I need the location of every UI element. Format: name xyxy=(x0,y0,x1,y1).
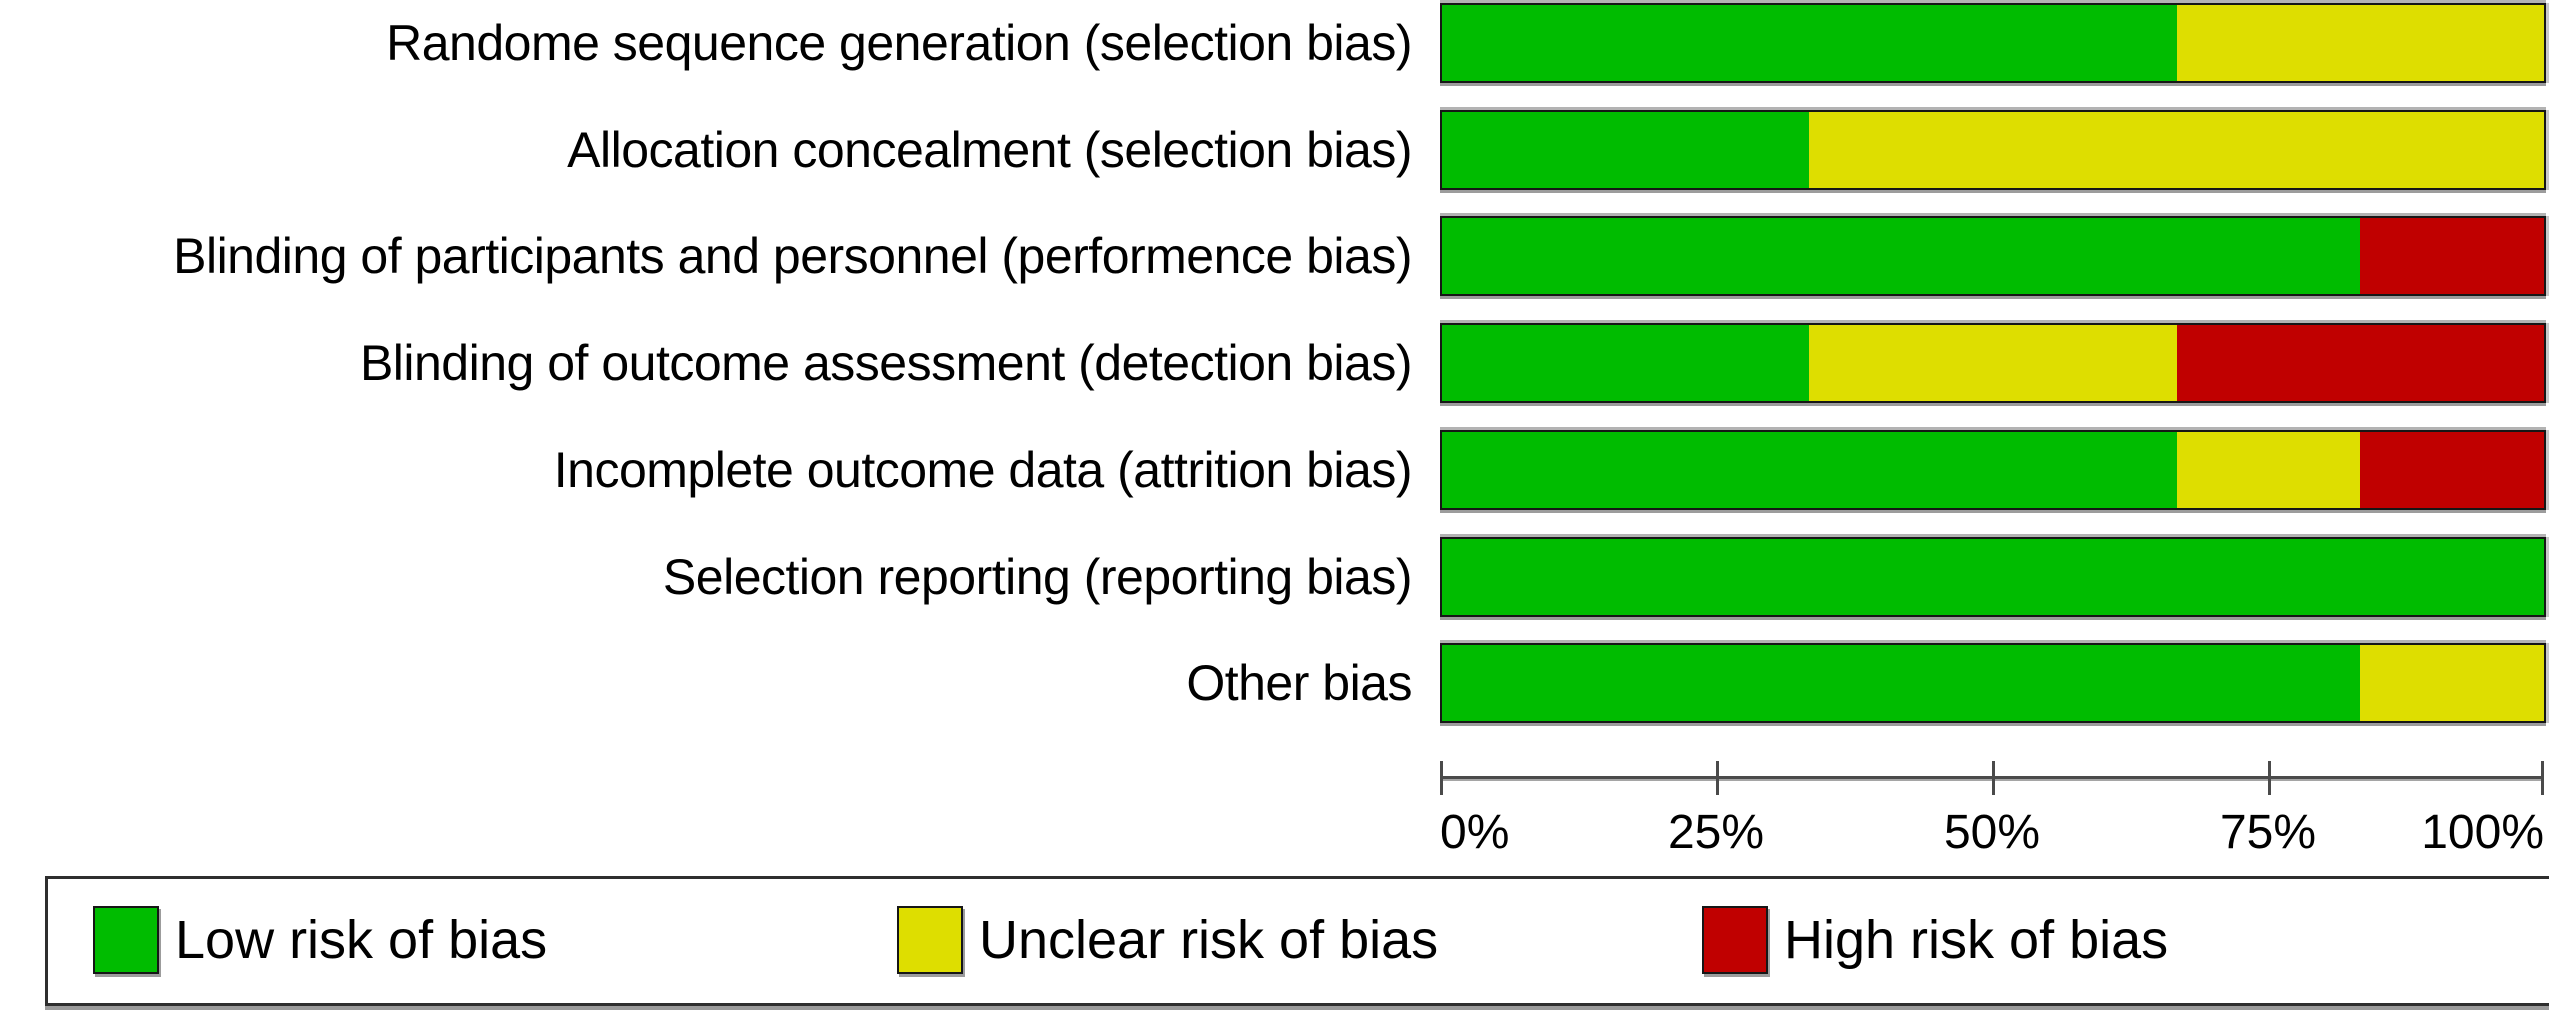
stacked-bar xyxy=(1440,216,2546,296)
category-label: Blinding of outcome assessment (detectio… xyxy=(359,335,1413,391)
category-label: Selection reporting (reporting bias) xyxy=(662,549,1413,605)
bar-segment xyxy=(2360,218,2544,294)
legend-label: Unclear risk of bias xyxy=(979,910,1439,970)
legend-label: High risk of bias xyxy=(1784,910,2169,970)
legend-item: Unclear risk of bias xyxy=(897,905,1438,975)
chart-row: Other bias xyxy=(0,643,2549,723)
x-axis-tick xyxy=(1440,761,1443,795)
bar-segment xyxy=(2176,432,2361,508)
bar-segment xyxy=(2176,325,2544,401)
stacked-bar xyxy=(1440,430,2546,510)
bar-segment xyxy=(1442,539,2544,615)
bar-segment xyxy=(1809,112,2544,188)
legend-swatch xyxy=(1702,906,1768,974)
chart-row: Blinding of participants and personnel (… xyxy=(0,216,2549,296)
chart-row: Randome sequence generation (selection b… xyxy=(0,3,2549,83)
stacked-bar xyxy=(1440,110,2546,190)
category-label: Blinding of participants and personnel (… xyxy=(173,228,1412,284)
bar-segment xyxy=(1442,5,2177,81)
x-axis-tick-label: 100% xyxy=(2421,806,2544,859)
bar-segment xyxy=(1442,112,1810,188)
x-axis-tick xyxy=(1716,761,1719,795)
x-axis-tick xyxy=(2268,761,2271,795)
stacked-bar xyxy=(1440,537,2546,617)
category-label: Allocation concealment (selection bias) xyxy=(567,122,1412,178)
stacked-bar xyxy=(1440,323,2546,403)
bar-segment xyxy=(2176,5,2544,81)
stacked-bar xyxy=(1440,3,2546,83)
bar-segment xyxy=(1442,432,2177,508)
chart-row: Blinding of outcome assessment (detectio… xyxy=(0,323,2549,403)
bar-segment xyxy=(2360,645,2544,721)
legend-label: Low risk of bias xyxy=(175,910,548,970)
bar-segment xyxy=(1809,325,2177,401)
legend-swatch xyxy=(897,906,963,974)
bar-segment xyxy=(1442,218,2361,294)
bar-segment xyxy=(1442,325,1810,401)
bar-segment xyxy=(1442,645,2361,721)
x-axis: 0% 25% 50% 75% 100% xyxy=(1440,761,2544,871)
bar-segment xyxy=(2360,432,2544,508)
legend-swatch xyxy=(93,906,159,974)
legend-box: Low risk of bias Unclear risk of bias High… xyxy=(45,876,2549,1006)
x-axis-tick-label: 0% xyxy=(1440,806,1510,859)
x-axis-tick xyxy=(2541,761,2544,795)
chart-row: Incomplete outcome data (attrition bias) xyxy=(0,430,2549,510)
x-axis-tick-label: 25% xyxy=(1667,806,1765,859)
x-axis-tick-label: 50% xyxy=(1943,806,2041,859)
x-axis-tick xyxy=(1992,761,1995,795)
x-axis-tick-label: 75% xyxy=(2219,806,2317,859)
category-label: Incomplete outcome data (attrition bias) xyxy=(553,442,1413,498)
chart-row: Selection reporting (reporting bias) xyxy=(0,537,2549,617)
category-label: Randome sequence generation (selection b… xyxy=(386,15,1412,71)
legend-item: Low risk of bias xyxy=(93,905,547,975)
chart-row: Allocation concealment (selection bias) xyxy=(0,110,2549,190)
stacked-bar xyxy=(1440,643,2546,723)
legend-item: High risk of bias xyxy=(1702,905,2168,975)
category-label: Other bias xyxy=(1186,655,1412,711)
